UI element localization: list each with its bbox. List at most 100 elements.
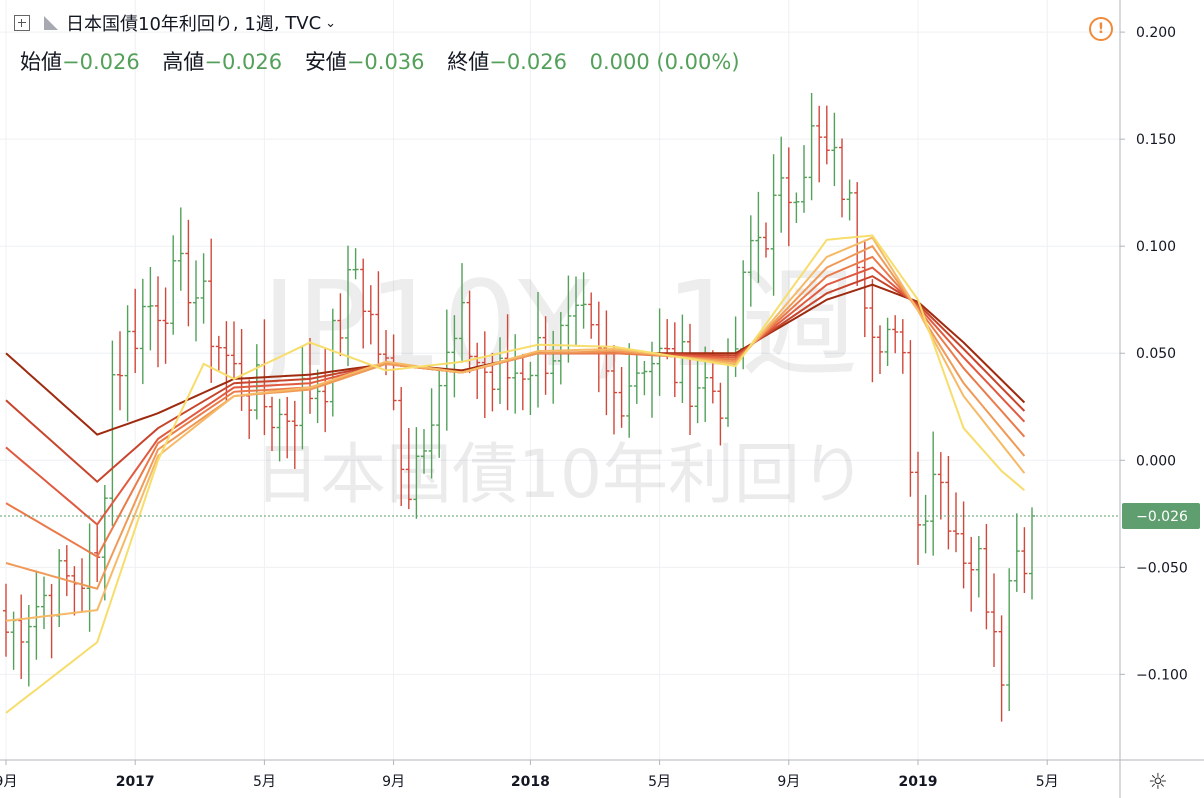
ohlc-bar	[983, 523, 990, 630]
ohlc-bar	[155, 276, 161, 368]
ohlc-bar	[352, 248, 359, 280]
ohlc-bar	[345, 245, 351, 367]
ohlc-bar	[269, 396, 275, 452]
interval-label[interactable]: 1週	[244, 14, 274, 35]
ma-line	[5, 236, 1026, 622]
x-tick-label: 5月	[648, 774, 671, 790]
ohlc-bar	[611, 345, 617, 435]
ohlc-bar	[132, 288, 139, 374]
ohlc-bar	[816, 105, 823, 183]
ohlc-bar	[823, 105, 830, 165]
ohlc-bars	[3, 92, 1035, 722]
ohlc-bar	[557, 312, 564, 385]
ohlc-bar	[937, 452, 944, 520]
ohlc-bar	[968, 536, 975, 612]
ohlc-bar	[922, 494, 929, 554]
x-tick-label: 9月	[382, 774, 405, 790]
ohlc-bar	[48, 583, 55, 659]
ohlc-bar	[953, 492, 959, 553]
plus-square-icon[interactable]	[14, 15, 30, 31]
ohlc-bar	[71, 566, 78, 616]
x-tick-label: 5月	[253, 774, 276, 790]
x-tick-label: 9月	[0, 774, 17, 790]
ohlc-bar	[527, 361, 534, 415]
ohlc-bar	[383, 330, 389, 376]
ohlc-bar	[117, 331, 123, 411]
ohlc-bar	[291, 400, 298, 469]
ohlc-bar	[193, 260, 199, 342]
x-tick-label: 2018	[511, 774, 550, 790]
ohlc-bar	[535, 292, 541, 408]
ohlc-bar	[231, 321, 237, 379]
ohlc-bar	[1006, 568, 1013, 712]
ohlc-bar	[694, 357, 701, 424]
low-label: 安値	[304, 50, 347, 74]
ohlc-bar	[375, 271, 382, 367]
time-axis[interactable]: 9月 2017 5月 9月 2018 5月 9月 2019 5月	[0, 759, 1204, 790]
x-tick-label: 2019	[899, 774, 938, 790]
ohlc-bar	[33, 570, 40, 660]
ohlc-bar	[618, 366, 625, 428]
ohlc-bar	[276, 398, 283, 462]
ohlc-bar	[86, 523, 93, 632]
ohlc-bar	[801, 145, 807, 213]
ohlc-bar	[451, 315, 458, 398]
watermark-name: 日本国債10年利回り	[254, 436, 866, 513]
ohlc-bar	[975, 535, 982, 598]
ohlc-bar	[899, 319, 906, 374]
last-price-badge	[1122, 502, 1200, 529]
y-tick-label: 0.150	[1136, 132, 1176, 148]
ohlc-bar	[322, 348, 329, 433]
ohlc-bar	[398, 387, 405, 507]
close-value: −0.026	[489, 50, 567, 74]
ohlc-bar	[656, 308, 663, 396]
ohlc-bar	[1021, 527, 1028, 594]
close-label: 終値	[447, 50, 490, 74]
high-label: 高値	[162, 50, 205, 74]
ohlc-bar	[177, 207, 184, 291]
ohlc-bar	[246, 379, 253, 439]
ohlc-bar	[831, 112, 838, 187]
ohlc-bar	[436, 368, 443, 458]
ohlc-bar	[329, 308, 336, 417]
ohlc-bar	[793, 192, 800, 223]
ohlc-bar	[603, 310, 610, 416]
ohlc-bar	[284, 396, 291, 459]
y-tick-label: −0.050	[1136, 560, 1188, 576]
ohlc-bar	[504, 314, 511, 411]
ohlc-bar	[778, 136, 785, 233]
ohlc-bar	[542, 316, 549, 395]
alert-circle-icon[interactable]: !	[1089, 17, 1113, 41]
source-label[interactable]: TVC	[285, 12, 322, 34]
ohlc-bar	[109, 340, 116, 526]
x-tick-label: 5月	[1036, 774, 1059, 790]
ohlc-bar	[459, 263, 465, 363]
gear-icon[interactable]: ☼	[1148, 770, 1168, 795]
price-axis[interactable]: 0.200 0.150 0.100 0.050 0.000 −0.050 −0.100 −0…	[1119, 0, 1200, 798]
ohlc-legend: 始値−0.026 高値−0.026 安値−0.036 終値−0.026 0.00…	[20, 46, 756, 76]
ohlc-bar	[671, 322, 678, 398]
flag-icon[interactable]	[44, 16, 58, 30]
high-value: −0.026	[204, 50, 283, 74]
ohlc-bar	[512, 334, 519, 414]
ohlc-bar	[717, 382, 724, 446]
ohlc-bar	[854, 182, 861, 286]
ohlc-bar	[633, 354, 640, 404]
ohlc-bar	[124, 305, 131, 422]
ohlc-bar	[770, 154, 777, 296]
ohlc-bar	[808, 92, 815, 201]
ohlc-bar	[565, 275, 572, 363]
ohlc-bar	[474, 342, 481, 400]
symbol-title[interactable]: 日本国債10年利回り	[66, 14, 233, 35]
ohlc-bar	[413, 427, 420, 519]
ma-ribbon	[5, 234, 1026, 714]
x-tick-label: 9月	[777, 774, 800, 790]
ohlc-bar	[18, 594, 25, 680]
chevron-down-icon[interactable]: ⌄	[325, 15, 337, 31]
low-value: −0.036	[346, 50, 425, 74]
ohlc-bar	[626, 343, 633, 438]
ohlc-bar	[185, 219, 192, 327]
ohlc-bar	[208, 238, 215, 383]
ohlc-bar	[162, 287, 169, 364]
